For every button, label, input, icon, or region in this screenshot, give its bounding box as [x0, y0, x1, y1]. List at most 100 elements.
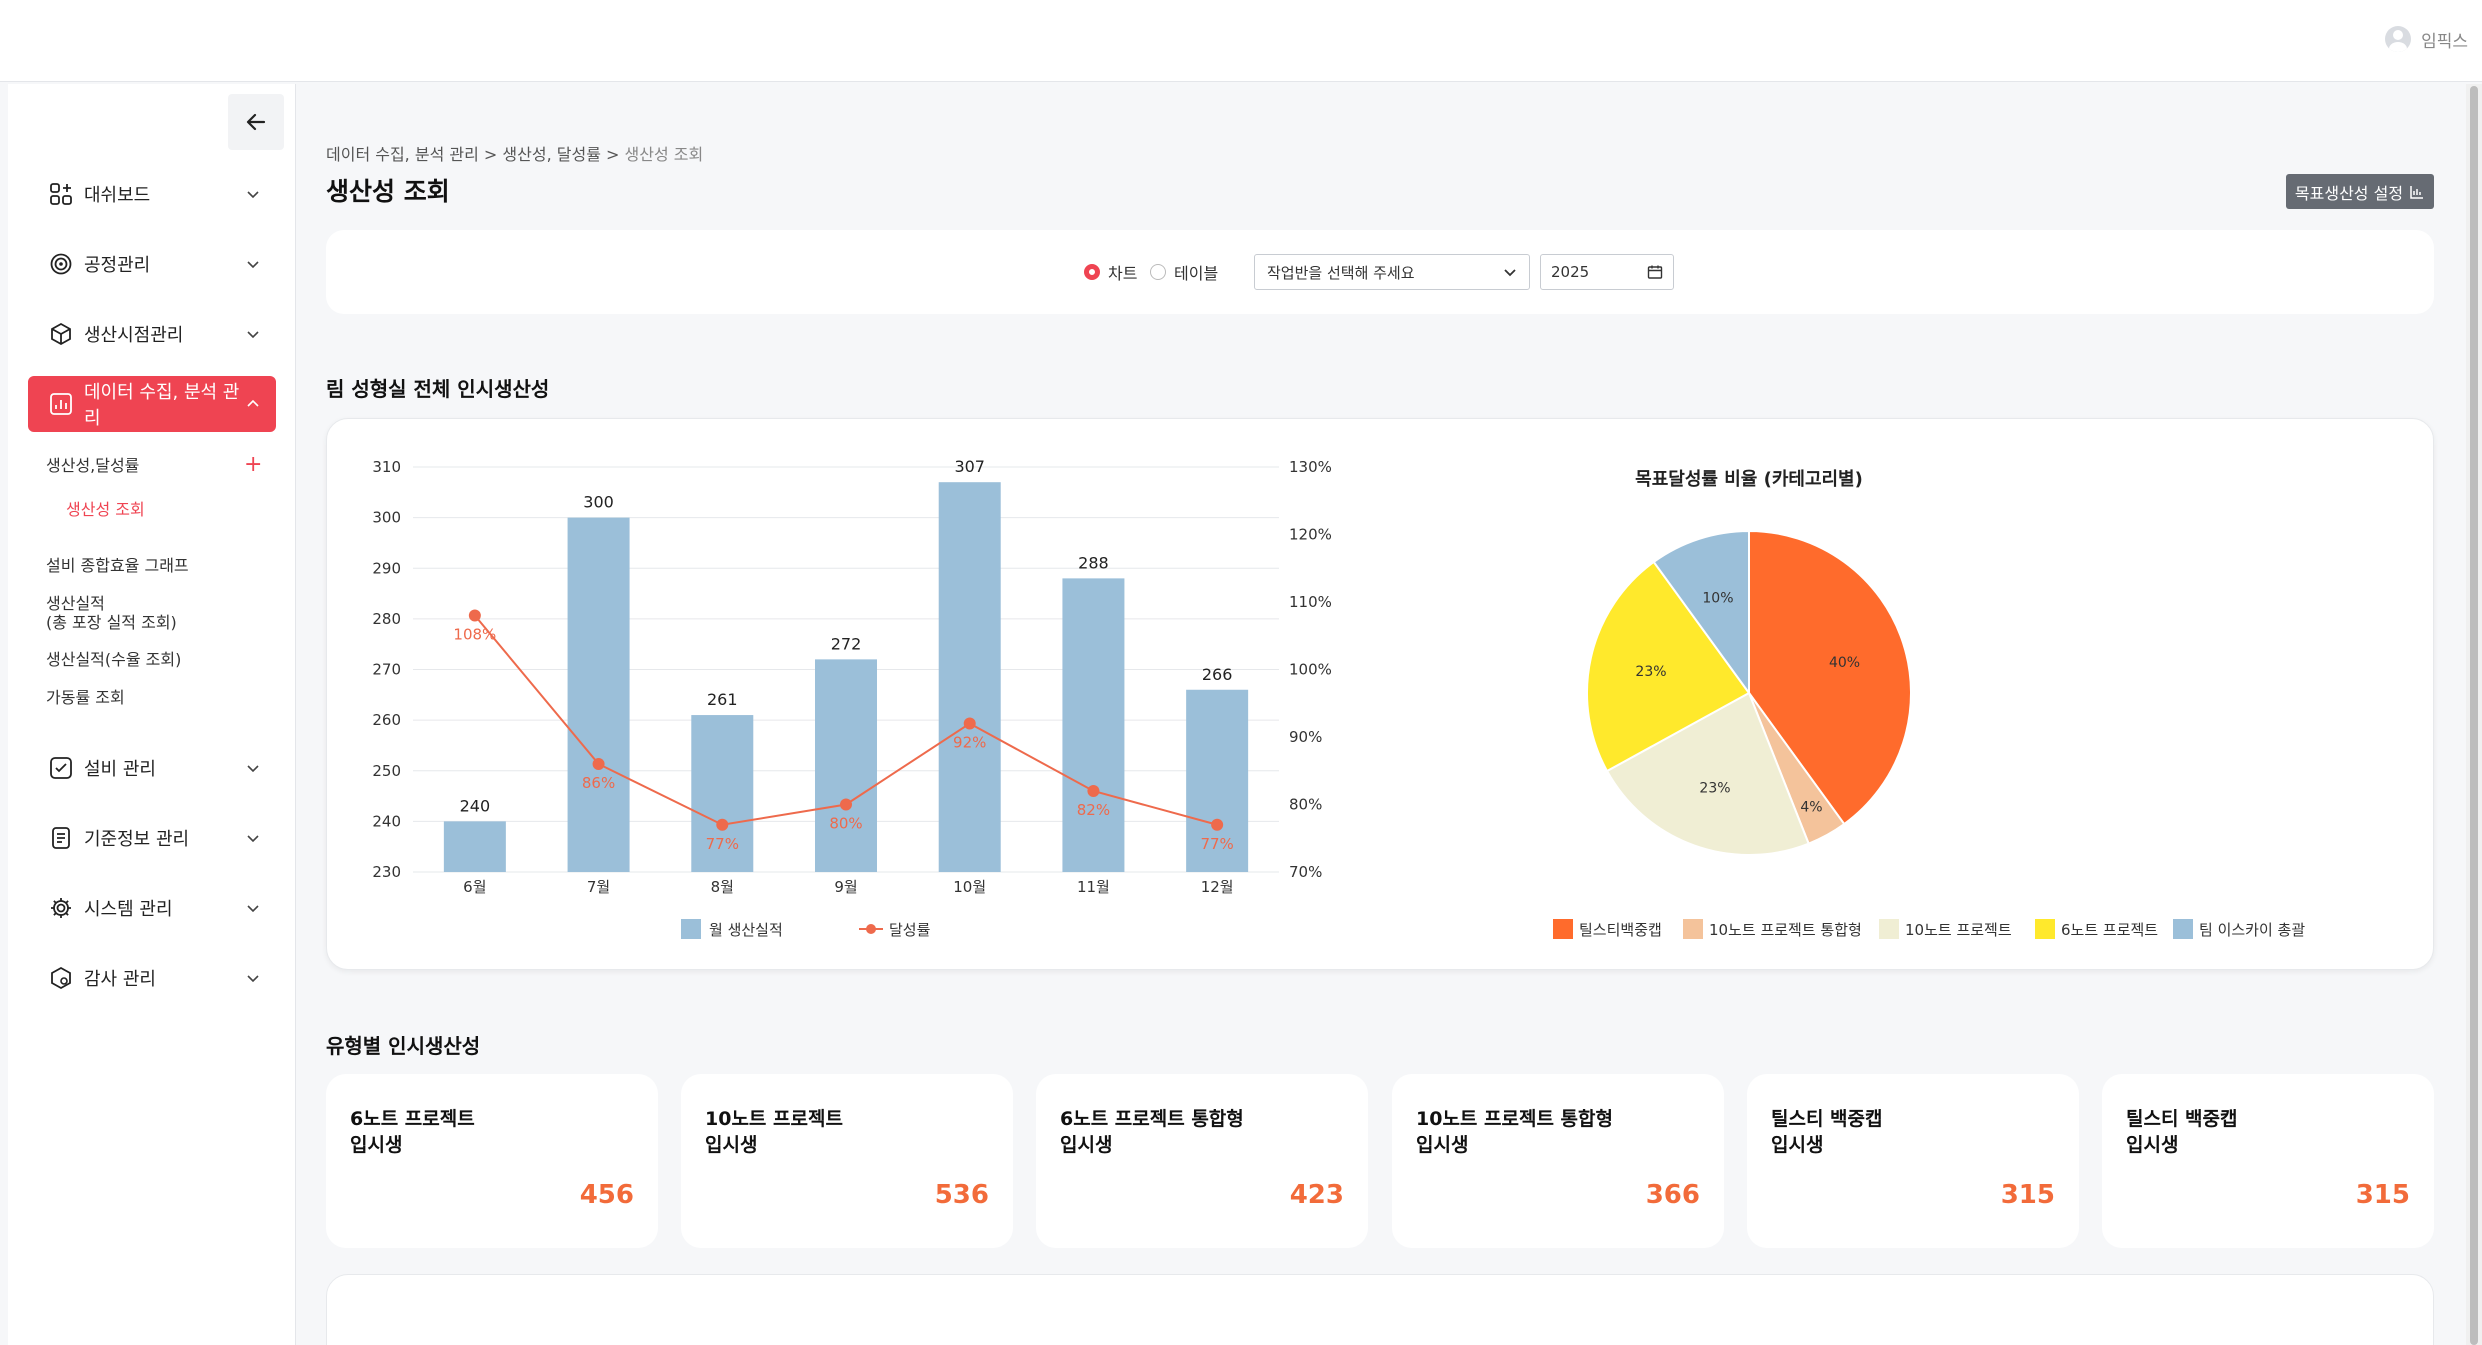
legend-label: 달성률: [889, 921, 931, 939]
calendar-icon[interactable]: [1647, 264, 1663, 280]
sidebar-item-standard-info[interactable]: 기준정보 관리: [28, 810, 276, 866]
chevron-right-icon: >: [606, 145, 625, 164]
legend-swatch: [1683, 919, 1703, 939]
stat-card: 6노트 프로젝트 통합형 입시생 423: [1036, 1074, 1368, 1248]
legend-label: 팀 이스카이 총괄: [2199, 921, 2305, 939]
y-tick-label: 300: [372, 509, 401, 527]
chevron-down-icon: [244, 829, 262, 847]
pie-slice: [1652, 529, 1750, 697]
pie-title: 목표달성률 비율 (카테고리별): [1635, 469, 1863, 490]
dashboard-icon: [48, 181, 74, 207]
stat-card-line1: 틸스티 백중캡: [1771, 1108, 1883, 1130]
bar: [1186, 689, 1249, 872]
radio-label: 테이블: [1174, 264, 1219, 283]
radio-table[interactable]: 테이블: [1150, 260, 1218, 284]
stat-card-line2: 입시생: [2126, 1134, 2179, 1156]
pie-value-label: 23%: [1635, 664, 1666, 680]
y-tick-label: 250: [372, 762, 401, 780]
sub-item-uptime[interactable]: 가동률 조회: [46, 688, 125, 707]
x-tick-label: 12월: [1201, 878, 1234, 896]
user-avatar-icon: [2385, 26, 2412, 52]
stat-card-value: 315: [2000, 1180, 2055, 1210]
equipment-icon: [48, 755, 74, 781]
stat-card-line1: 틸스티 백중캡: [2126, 1108, 2238, 1130]
breadcrumb-item[interactable]: 데이터 수집, 분석 관리: [326, 145, 479, 164]
stat-card-line2: 입시생: [1771, 1134, 1824, 1156]
sidebar-item-production-point[interactable]: 생산시점관리: [28, 306, 276, 362]
chevron-down-icon: [244, 185, 262, 203]
select-value: 작업반을 선택해 주세요: [1267, 263, 1415, 282]
section-title-overall: 림 성형실 전체 인시생산성: [326, 377, 550, 401]
stat-card: 10노트 프로젝트 통합형 입시생 366: [1392, 1074, 1724, 1248]
work-group-select[interactable]: 작업반을 선택해 주세요: [1254, 254, 1530, 290]
legend-label: 6노트 프로젝트: [2061, 921, 2158, 939]
sidebar-item-system[interactable]: 시스템 관리: [28, 880, 276, 936]
arrow-left-icon: [246, 113, 266, 131]
plus-icon[interactable]: +: [244, 452, 263, 477]
bar-line-chart: 310 300 290 280 270 260 250 240 230 130% 120% 110% 1…: [372, 457, 1332, 939]
y-tick-label: 280: [372, 610, 401, 628]
sidebar-item-dashboard[interactable]: 대쉬보드: [28, 166, 276, 222]
bar-value-label: 266: [1202, 665, 1233, 684]
y2-tick-label: 70%: [1289, 863, 1322, 881]
sidebar-item-label: 시스템 관리: [84, 899, 173, 920]
year-input[interactable]: 2025: [1540, 254, 1674, 290]
sub-item-equipment-graph[interactable]: 설비 종합효율 그래프: [46, 556, 189, 575]
chart-card: 310 300 290 280 270 260 250 240 230 130% 120% 110% 1…: [326, 418, 2434, 970]
y2-tick-label: 120%: [1289, 526, 1332, 544]
breadcrumb-item[interactable]: 생산성, 달성률: [502, 145, 601, 164]
sub-item-label: 생산실적: [46, 594, 105, 613]
y-tick-label: 270: [372, 661, 401, 679]
line-point: [963, 717, 976, 730]
stat-card-name: 6노트 프로젝트 통합형 입시생: [1060, 1106, 1244, 1158]
stat-card-value: 456: [579, 1180, 634, 1210]
stat-card-value: 366: [1645, 1180, 1700, 1210]
line-point: [1087, 785, 1100, 797]
y2-tick-label: 130%: [1289, 458, 1332, 476]
sidebar-item-audit[interactable]: 감사 관리: [28, 950, 276, 1006]
sidebar-item-label: 생산시점관리: [84, 325, 184, 346]
chart-settings-icon: [2410, 185, 2424, 199]
sub-item-productivity-view[interactable]: 생산성 조회: [66, 500, 145, 519]
scrollbar-thumb[interactable]: [2470, 86, 2478, 1345]
sidebar-item-data-analysis[interactable]: 데이터 수집, 분석 관리: [28, 376, 276, 432]
pie-slice: [1605, 691, 1810, 856]
stat-card-name: 10노트 프로젝트 통합형 입시생: [1416, 1106, 1613, 1158]
line-point: [468, 609, 481, 622]
chevron-down-icon: [1504, 269, 1516, 277]
line-value-label: 108%: [453, 626, 496, 644]
x-tick-label: 7월: [587, 878, 610, 896]
legend-swatch: [2035, 919, 2055, 939]
legend-label: 월 생산실적: [709, 921, 783, 939]
line-value-label: 82%: [1077, 801, 1110, 819]
stat-card-line2: 입시생: [705, 1134, 758, 1156]
line-value-label: 86%: [582, 774, 615, 792]
legend-swatch-point: [866, 924, 876, 934]
bar: [938, 482, 1001, 872]
line-point: [840, 798, 852, 811]
legend-swatch: [1879, 919, 1899, 939]
user-menu[interactable]: 임픽스: [2385, 26, 2468, 52]
stat-card-line2: 입시생: [350, 1134, 403, 1156]
sub-item-production-record[interactable]: 생산실적 (총 포장 실적 조회): [46, 594, 177, 632]
button-label: 목표생산성 설정: [2294, 183, 2404, 203]
sidebar-item-process[interactable]: 공정관리: [28, 236, 276, 292]
collapse-sidebar-button[interactable]: [228, 94, 284, 150]
radio-chart[interactable]: 차트: [1084, 260, 1137, 284]
sub-item-production-manual[interactable]: 생산실적(수율 조회): [46, 650, 182, 669]
bar-value-label: 240: [460, 796, 491, 815]
chevron-right-icon: >: [483, 145, 503, 164]
stat-card-line2: 입시생: [1060, 1134, 1113, 1156]
sidebar-item-equipment[interactable]: 설비 관리: [28, 740, 276, 796]
bottom-card: [326, 1274, 2434, 1345]
y-tick-label: 290: [372, 559, 401, 577]
target-productivity-button[interactable]: 목표생산성 설정: [2286, 174, 2434, 209]
stat-card-value: 423: [1289, 1180, 1344, 1210]
audit-icon: [48, 965, 74, 991]
line-point: [592, 758, 605, 770]
line-point: [716, 818, 729, 831]
bar-value-label: 307: [954, 457, 985, 476]
sub-item-productivity[interactable]: 생산성,달성률: [46, 456, 140, 475]
legend-label: 틸스티백중캡: [1579, 921, 1662, 939]
